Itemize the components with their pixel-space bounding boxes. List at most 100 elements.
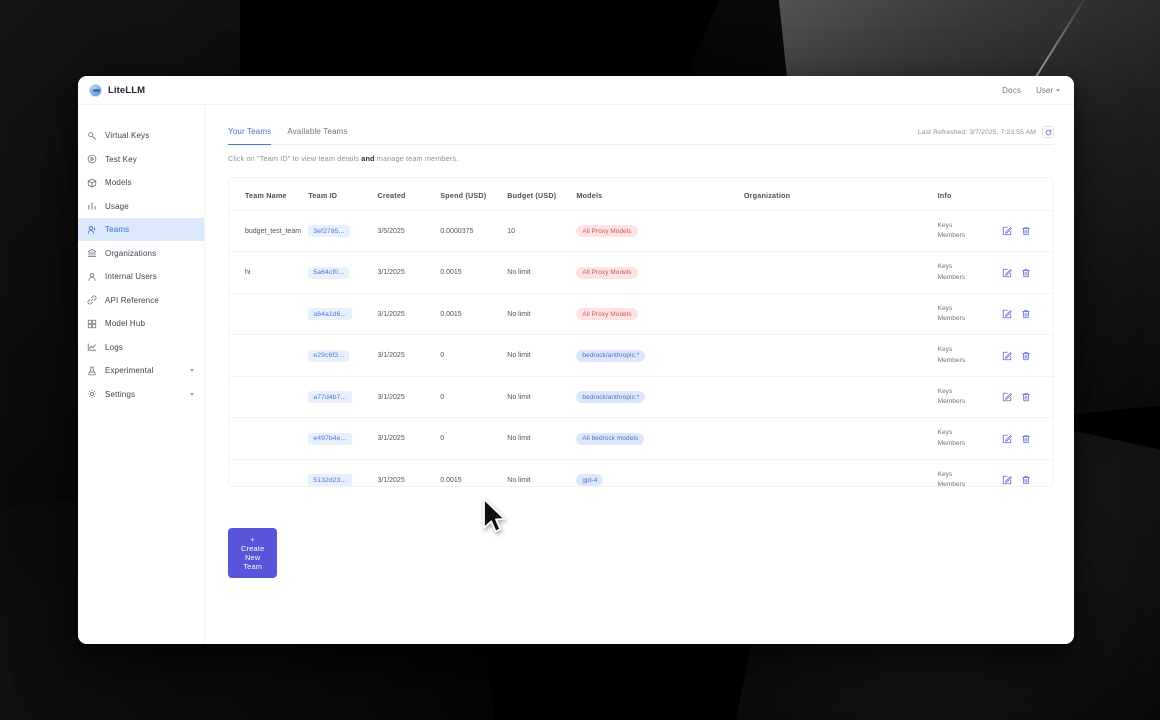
table-row[interactable]: e29c6f3... 3/1/2025 0 No limit bedrock/anthr… — [229, 334, 1053, 377]
team-id-link[interactable]: 5a64cf0... — [308, 266, 350, 279]
last-refreshed-group: Last Refreshed: 3/7/2025, 7:23:55 AM — [918, 126, 1054, 138]
delete-icon[interactable] — [1021, 309, 1031, 319]
info-lines: Keys Members — [938, 263, 995, 281]
teams-table-card: Team Name Team ID Created Spend (USD) Bu… — [228, 177, 1054, 487]
table-row[interactable]: hi 5a64cf0... 3/1/2025 0.0015 No limit All Pr… — [229, 251, 1053, 294]
info-line: Keys — [937, 304, 953, 312]
sidebar-item-usage[interactable]: Usage — [78, 195, 204, 218]
delete-icon[interactable] — [1021, 475, 1031, 485]
model-badge: All Proxy Models — [576, 225, 638, 238]
info-line: Members — [937, 356, 966, 364]
app-topbar: LiteLLM Docs User — [78, 76, 1074, 105]
topbar-right-group: Docs User — [1002, 86, 1060, 95]
team-id-link[interactable]: a64a1d6... — [308, 308, 352, 321]
sidebar-item-label: Models — [105, 178, 132, 187]
team-id-link[interactable]: 3ef2785... — [308, 225, 350, 238]
sidebar-item-settings[interactable]: Settings — [78, 383, 204, 406]
edit-icon[interactable] — [1002, 434, 1013, 444]
cell-organization — [739, 210, 934, 253]
cell-actions — [998, 459, 1053, 486]
cell-spend: 0.0000375 — [436, 210, 504, 253]
edit-icon[interactable] — [1002, 475, 1013, 485]
sidebar-item-models[interactable]: Models — [78, 171, 204, 194]
cell-info: Keys Members — [933, 417, 999, 460]
table-row[interactable]: e497b4e... 3/1/2025 0 No limit All bedrock m… — [229, 417, 1053, 460]
app-body: Virtual Keys Test Key Models Usage Teams Orga… — [78, 105, 1074, 644]
teams-table-header-row: Team Name Team ID Created Spend (USD) Bu… — [229, 178, 1053, 211]
edit-icon[interactable] — [1002, 351, 1013, 361]
info-line: Keys — [937, 222, 953, 229]
model-badge: All Proxy Models — [576, 308, 638, 321]
sidebar-item-experimental[interactable]: Experimental — [78, 359, 204, 382]
cell-created: 3/1/2025 — [373, 459, 437, 486]
team-id-link[interactable]: 5132d23... — [308, 474, 352, 486]
refresh-icon[interactable] — [1042, 126, 1054, 138]
info-lines: Keys Members — [938, 388, 995, 406]
chevron-down-icon — [1056, 89, 1060, 92]
brand[interactable]: LiteLLM — [89, 83, 146, 97]
delete-icon[interactable] — [1021, 268, 1031, 278]
team-id-link[interactable]: e497b4e... — [308, 432, 352, 445]
model-badge: All Proxy Models — [576, 266, 638, 279]
user-menu[interactable]: User — [1036, 86, 1060, 95]
delete-icon[interactable] — [1021, 434, 1031, 444]
row-actions — [1002, 475, 1049, 485]
delete-icon[interactable] — [1021, 392, 1031, 402]
cell-team-id: e29c6f3... — [304, 334, 374, 377]
brand-name: LiteLLM — [108, 84, 146, 96]
users-icon — [87, 225, 97, 235]
sidebar-item-logs[interactable]: Logs — [78, 336, 204, 359]
cell-models: All Proxy Models — [572, 210, 740, 253]
table-row[interactable]: budget_test_team 3ef2785... 3/5/2025 0.0000… — [229, 210, 1053, 253]
cell-models: All Proxy Models — [572, 293, 740, 336]
sidebar-item-organizations[interactable]: Organizations — [78, 242, 204, 265]
last-refreshed-text: Last Refreshed: 3/7/2025, 7:23:55 AM — [917, 128, 1036, 136]
sidebar-item-teams[interactable]: Teams — [78, 218, 204, 241]
cell-team-id: 3ef2785... — [304, 210, 374, 253]
delete-icon[interactable] — [1021, 226, 1031, 236]
teams-tabs: Your Teams Available Teams Last Refreshe… — [228, 126, 1054, 146]
info-line: Keys — [937, 387, 953, 395]
table-row[interactable]: a77d4b7... 3/1/2025 0 No limit bedrock/anthr… — [229, 376, 1053, 419]
tab-your-teams[interactable]: Your Teams — [228, 127, 272, 146]
model-badge: bedrock/anthropic.* — [576, 391, 646, 404]
cell-created: 3/1/2025 — [373, 293, 437, 336]
sidebar-item-virtual-keys[interactable]: Virtual Keys — [78, 124, 204, 147]
cell-budget: No limit — [503, 251, 573, 294]
team-id-link[interactable]: e29c6f3... — [308, 349, 350, 362]
edit-icon[interactable] — [1002, 392, 1013, 402]
row-actions — [1002, 392, 1049, 402]
edit-icon[interactable] — [1002, 226, 1013, 236]
tab-available-teams[interactable]: Available Teams — [287, 127, 348, 136]
cell-actions — [998, 293, 1053, 336]
create-new-team-button[interactable]: + Create New Team — [228, 528, 278, 578]
cell-team-name: hi — [229, 251, 305, 294]
team-id-link[interactable]: a77d4b7... — [308, 391, 352, 404]
table-row[interactable]: a64a1d6... 3/1/2025 0.0015 No limit All Prox… — [229, 293, 1053, 336]
info-line: Members — [937, 273, 966, 281]
cell-organization — [739, 459, 934, 486]
cell-organization — [739, 251, 934, 294]
cell-team-id: e497b4e... — [304, 417, 374, 460]
info-line: Members — [937, 398, 966, 406]
docs-link[interactable]: Docs — [1002, 85, 1022, 95]
sidebar-item-test-key[interactable]: Test Key — [78, 148, 204, 171]
col-team-name: Team Name — [229, 178, 305, 211]
cell-created: 3/1/2025 — [373, 251, 437, 294]
chevron-down-icon[interactable] — [190, 392, 194, 396]
edit-icon[interactable] — [1002, 309, 1013, 319]
sidebar-item-api-reference[interactable]: API Reference — [78, 289, 204, 312]
col-spend: Spend (USD) — [436, 178, 504, 211]
chevron-down-icon[interactable] — [190, 369, 194, 372]
row-actions — [1002, 226, 1049, 236]
delete-icon[interactable] — [1021, 351, 1031, 361]
edit-icon[interactable] — [1002, 268, 1013, 278]
cell-actions — [998, 210, 1053, 253]
sidebar-item-model-hub[interactable]: Model Hub — [78, 312, 204, 335]
info-lines: Keys Members — [938, 305, 995, 323]
cell-spend: 0 — [436, 417, 504, 460]
sidebar-item-internal-users[interactable]: Internal Users — [78, 265, 204, 288]
cell-team-name: budget_test_team — [229, 210, 305, 253]
table-row[interactable]: 5132d23... 3/1/2025 0.0015 No limit gpt-4 Key… — [229, 459, 1053, 486]
gear-icon — [87, 389, 97, 399]
